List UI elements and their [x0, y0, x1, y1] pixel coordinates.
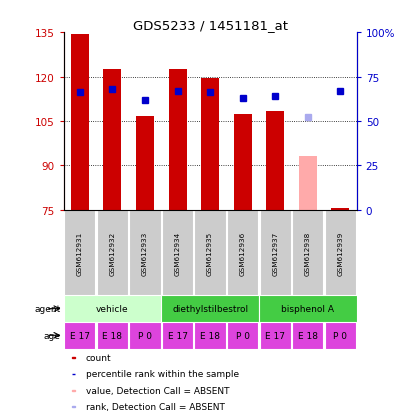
- Bar: [324, 210, 355, 296]
- Bar: [97, 210, 128, 296]
- Text: E 18: E 18: [200, 331, 220, 340]
- Text: bisphenol A: bisphenol A: [281, 304, 333, 313]
- Text: GSM612938: GSM612938: [304, 231, 310, 275]
- Text: count: count: [85, 353, 111, 362]
- Text: vehicle: vehicle: [96, 304, 128, 313]
- Bar: [71, 35, 89, 210]
- Bar: [64, 210, 95, 296]
- Bar: [324, 322, 355, 349]
- Bar: [162, 210, 193, 296]
- Bar: [72, 406, 74, 407]
- Bar: [266, 111, 283, 210]
- Text: agent: agent: [34, 304, 61, 313]
- Text: E 17: E 17: [167, 331, 187, 340]
- Bar: [227, 210, 258, 296]
- Text: E 18: E 18: [297, 331, 317, 340]
- Text: percentile rank within the sample: percentile rank within the sample: [85, 370, 238, 378]
- Text: GSM612932: GSM612932: [109, 231, 115, 275]
- Text: GSM612939: GSM612939: [337, 231, 343, 275]
- Text: P 0: P 0: [235, 331, 249, 340]
- Bar: [259, 210, 290, 296]
- Bar: [330, 209, 348, 210]
- Text: GSM612935: GSM612935: [207, 231, 213, 275]
- Bar: [72, 357, 74, 358]
- Bar: [227, 322, 258, 349]
- Bar: [162, 322, 193, 349]
- Bar: [258, 296, 356, 322]
- Bar: [194, 210, 225, 296]
- Text: GSM612937: GSM612937: [272, 231, 278, 275]
- Bar: [259, 322, 290, 349]
- Text: E 17: E 17: [265, 331, 285, 340]
- Text: value, Detection Call = ABSENT: value, Detection Call = ABSENT: [85, 386, 229, 395]
- Text: E 17: E 17: [70, 331, 90, 340]
- Bar: [194, 322, 225, 349]
- Bar: [292, 322, 323, 349]
- Bar: [201, 79, 218, 210]
- Text: GSM612931: GSM612931: [76, 231, 83, 275]
- Bar: [136, 117, 153, 210]
- Text: P 0: P 0: [333, 331, 346, 340]
- Text: GSM612933: GSM612933: [142, 231, 148, 275]
- Bar: [168, 70, 186, 210]
- Bar: [97, 322, 128, 349]
- Bar: [233, 114, 251, 210]
- Text: E 18: E 18: [102, 331, 122, 340]
- Bar: [63, 296, 161, 322]
- Bar: [161, 296, 258, 322]
- Text: rank, Detection Call = ABSENT: rank, Detection Call = ABSENT: [85, 402, 224, 411]
- Bar: [72, 390, 74, 391]
- Bar: [298, 157, 316, 210]
- Text: P 0: P 0: [138, 331, 152, 340]
- Bar: [64, 322, 95, 349]
- Bar: [129, 322, 160, 349]
- Title: GDS5233 / 1451181_at: GDS5233 / 1451181_at: [132, 19, 287, 32]
- Text: age: age: [44, 331, 61, 340]
- Bar: [292, 210, 323, 296]
- Bar: [103, 70, 121, 210]
- Text: GSM612936: GSM612936: [239, 231, 245, 275]
- Bar: [129, 210, 160, 296]
- Text: diethylstilbestrol: diethylstilbestrol: [172, 304, 247, 313]
- Text: GSM612934: GSM612934: [174, 231, 180, 275]
